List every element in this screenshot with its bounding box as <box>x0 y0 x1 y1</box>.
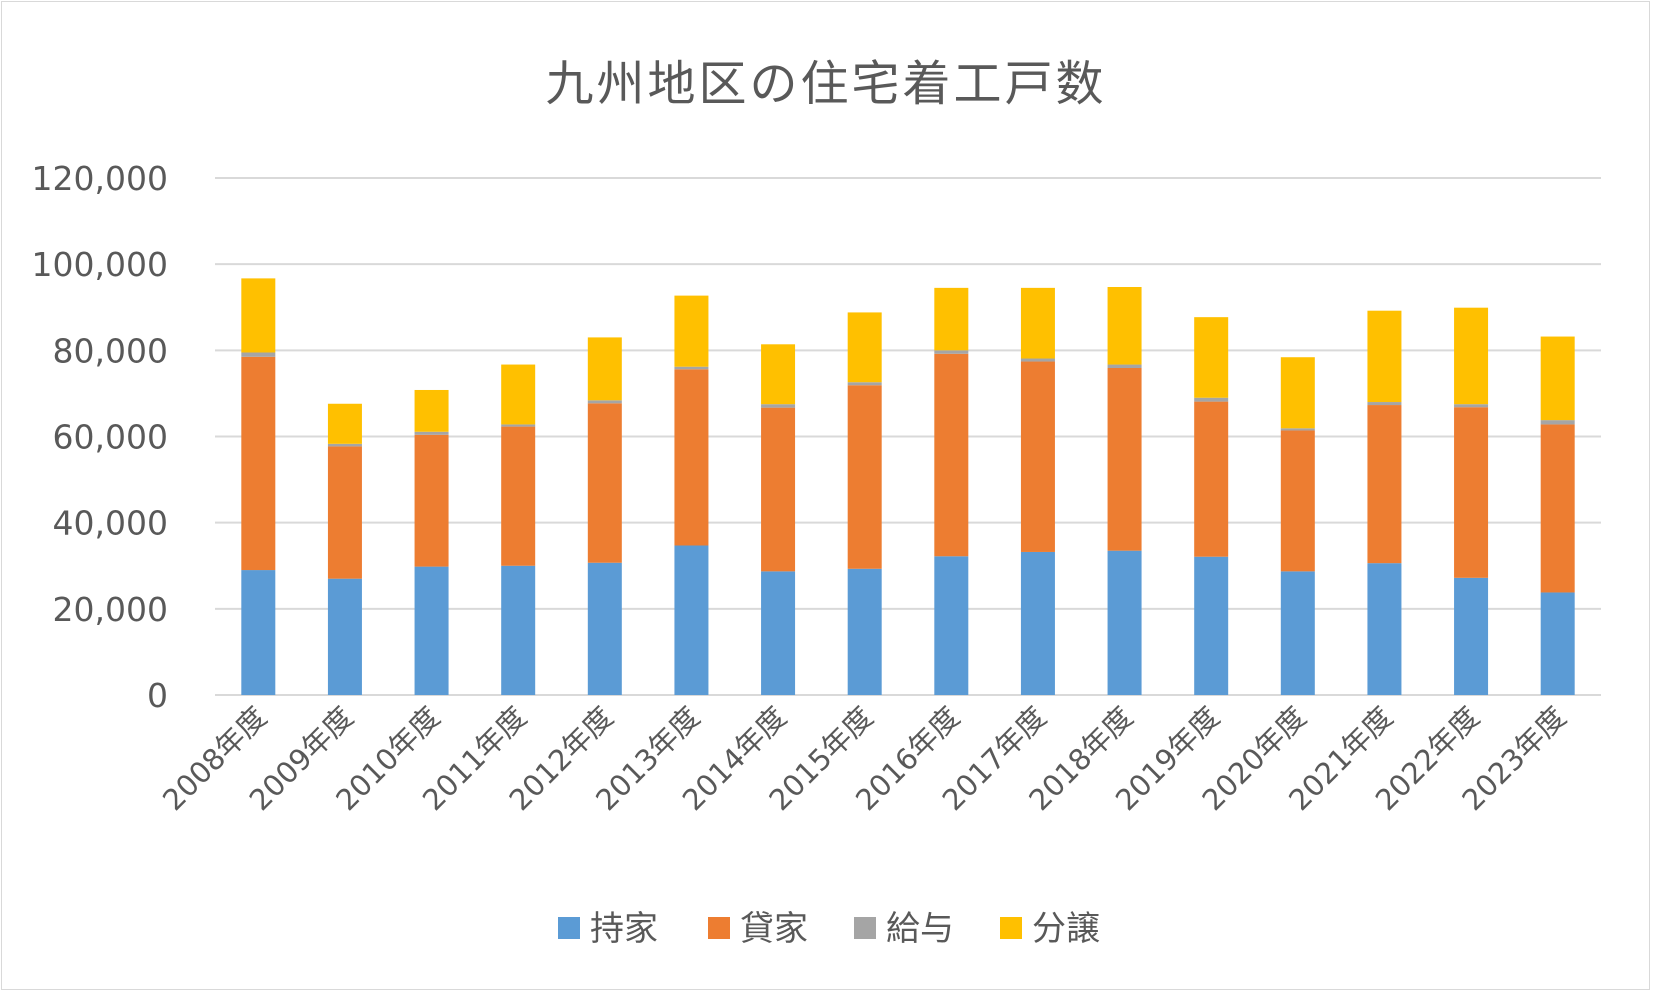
bar-segment <box>587 403 622 563</box>
bar-segment <box>1280 357 1315 429</box>
bar-segment <box>934 350 969 354</box>
bar-segment <box>414 389 449 432</box>
bar-segment <box>1107 287 1142 365</box>
legend-swatch <box>558 917 580 939</box>
bar-segment <box>501 364 536 425</box>
bar-segment <box>934 287 969 351</box>
bar-segment <box>327 403 362 444</box>
bar-segment <box>847 382 882 386</box>
y-tick-label: 100,000 <box>32 245 168 284</box>
chart-title: 九州地区の住宅着工戸数 <box>545 56 1106 112</box>
legend-label: 持家 <box>590 909 658 949</box>
y-tick-label: 120,000 <box>32 159 168 198</box>
bar-segment <box>587 562 622 695</box>
bar-segment <box>1540 336 1575 421</box>
bar-segment <box>501 424 536 427</box>
bar-segment <box>761 407 796 572</box>
bar-segment <box>1454 407 1489 578</box>
bar-segment <box>241 278 276 353</box>
bar-segment <box>761 404 796 408</box>
bar-segment <box>1107 364 1142 368</box>
bar-segment <box>1540 592 1575 695</box>
bar-segment <box>1020 361 1055 552</box>
legend-swatch <box>1000 917 1022 939</box>
bar-segment <box>847 385 882 569</box>
bars <box>241 278 1575 695</box>
x-axis-tick-labels: 2008年度2009年度2010年度2011年度2012年度2013年度2014… <box>156 700 1573 817</box>
bar-segment <box>327 443 362 447</box>
bar-segment <box>241 352 276 357</box>
legend-swatch <box>854 917 876 939</box>
legend-item: 分譲 <box>1000 909 1100 949</box>
bar-segment <box>1280 571 1315 695</box>
bar-segment <box>674 369 709 546</box>
bar-segment <box>501 426 536 566</box>
y-tick-label: 0 <box>147 676 168 715</box>
bar-segment <box>241 356 276 571</box>
bar-segment <box>1194 556 1229 695</box>
y-axis-tick-labels: 0 20,000 40,000 60,000 80,000 100,000 120,000 <box>32 159 168 715</box>
bar-segment <box>1367 563 1402 695</box>
bar-segment <box>1194 317 1229 398</box>
bar-segment <box>1454 404 1489 408</box>
bar-segment <box>1107 367 1142 551</box>
bar-segment <box>1020 551 1055 695</box>
bar-segment <box>1367 310 1402 403</box>
bar-segment <box>1194 401 1229 557</box>
y-tick-label: 20,000 <box>53 590 168 629</box>
bar-segment <box>587 400 622 404</box>
legend: 持家 貸家 給与 分譲 <box>558 909 1100 949</box>
bar-segment <box>1280 430 1315 572</box>
bar-segment <box>761 571 796 695</box>
bar-segment <box>587 337 622 401</box>
bar-segment <box>414 566 449 695</box>
legend-item: 給与 <box>854 909 954 949</box>
bar-segment <box>934 556 969 695</box>
bar-segment <box>1367 405 1402 564</box>
bar-segment <box>1280 428 1315 431</box>
bar-segment <box>327 446 362 579</box>
bar-segment <box>674 295 709 367</box>
legend-item: 貸家 <box>708 909 808 949</box>
bar-segment <box>1194 397 1229 402</box>
y-tick-label: 80,000 <box>53 331 168 370</box>
legend-item: 持家 <box>558 909 658 949</box>
legend-label: 給与 <box>886 909 954 949</box>
bar-segment <box>1020 287 1055 359</box>
bar-segment <box>761 344 796 405</box>
bar-segment <box>1367 402 1402 406</box>
bar-segment <box>1454 577 1489 695</box>
legend-label: 貸家 <box>740 909 808 949</box>
bar-segment <box>241 570 276 695</box>
y-tick-label: 40,000 <box>53 504 168 543</box>
bar-segment <box>414 431 449 435</box>
bar-segment <box>934 353 969 557</box>
bar-segment <box>847 312 882 383</box>
legend-label: 分譲 <box>1032 909 1100 949</box>
y-tick-label: 60,000 <box>53 418 168 457</box>
legend-swatch <box>708 917 730 939</box>
bar-segment <box>327 578 362 695</box>
bar-segment <box>1540 424 1575 593</box>
bar-segment <box>1107 550 1142 695</box>
bar-segment <box>674 366 709 370</box>
bar-segment <box>414 434 449 567</box>
bar-segment <box>1020 358 1055 362</box>
bar-segment <box>1540 420 1575 425</box>
bar-segment <box>1454 307 1489 405</box>
bar-segment <box>501 565 536 695</box>
bar-segment <box>674 545 709 695</box>
bar-segment <box>847 568 882 695</box>
